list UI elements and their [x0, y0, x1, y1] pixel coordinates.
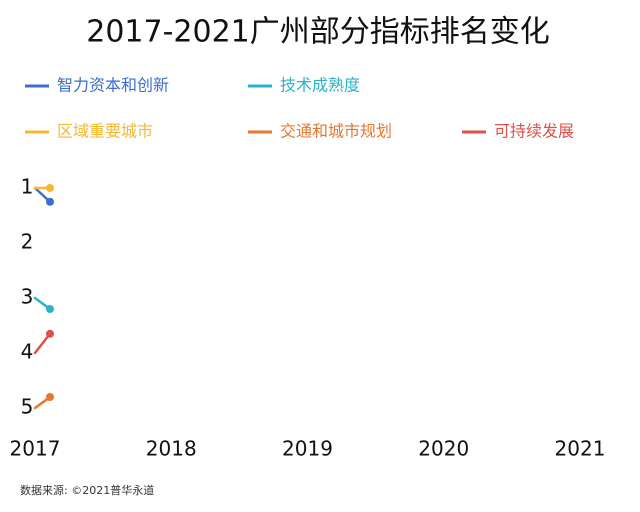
legend-label: 可持续发展: [494, 122, 574, 141]
end-point: [45, 197, 54, 206]
source-note: 数据来源: ©2021普华永道: [20, 483, 154, 497]
end-point: [45, 305, 54, 313]
y-tick-label: 5: [21, 395, 34, 419]
end-point: [45, 329, 54, 338]
end-point: [45, 393, 54, 401]
y-tick-label: 2: [21, 230, 34, 254]
legend-label: 智力资本和创新: [57, 76, 169, 95]
chart-title: 2017-2021广州部分指标排名变化: [86, 15, 550, 50]
end-point: [45, 184, 54, 192]
legend-label: 区域重要城市: [57, 122, 153, 141]
series-line: [33, 332, 52, 355]
y-tick-label: 3: [21, 285, 34, 309]
legend-label: 技术成熟度: [280, 76, 360, 95]
x-tick-label: 2019: [282, 437, 333, 461]
x-tick-label: 2021: [555, 437, 606, 461]
y-tick-label: 1: [21, 175, 34, 199]
legend-label: 交通和城市规划: [280, 122, 392, 141]
x-tick-label: 2018: [146, 437, 197, 461]
y-tick-label: 4: [21, 340, 34, 364]
x-tick-label: 2017: [10, 437, 61, 461]
x-tick-label: 2020: [418, 437, 469, 461]
